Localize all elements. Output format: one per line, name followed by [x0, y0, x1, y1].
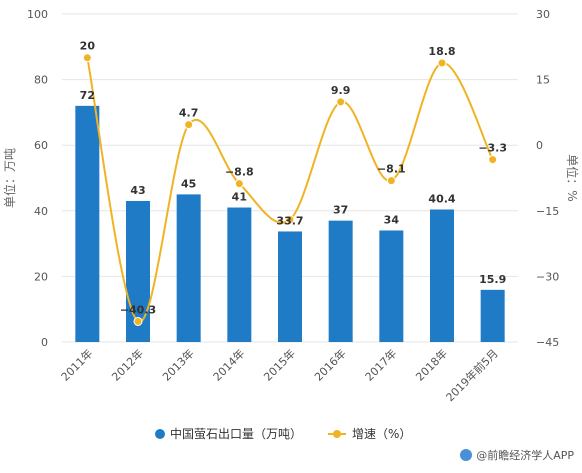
bar — [227, 207, 252, 342]
y-tick-label: 60 — [34, 139, 48, 152]
growth-point — [184, 120, 194, 130]
line-value-label: 20 — [80, 40, 96, 53]
legend-line-label: 增速（%） — [352, 427, 411, 441]
x-tick-label: 2011年 — [58, 346, 95, 383]
y2-tick-label: −15 — [536, 205, 559, 218]
line-value-label: −8.8 — [225, 166, 254, 179]
bar-value-label: 15.9 — [479, 273, 506, 286]
growth-point — [133, 316, 143, 326]
line-value-label: −8.1 — [377, 163, 406, 176]
y-tick-label: 20 — [34, 270, 48, 283]
bar-value-label: 45 — [181, 177, 196, 190]
y-tick-label: 0 — [41, 336, 48, 349]
growth-point — [234, 179, 244, 189]
growth-point — [285, 215, 295, 225]
bar — [176, 194, 201, 342]
y2-tick-label: −30 — [536, 270, 559, 283]
x-tick-label: 2016年 — [311, 346, 348, 383]
bar — [480, 289, 505, 342]
brand-logo-icon — [460, 449, 473, 461]
bar — [278, 231, 302, 342]
growth-point — [82, 53, 92, 63]
bar-value-label: 72 — [80, 89, 95, 102]
legend-bar-marker — [155, 429, 165, 439]
bar — [379, 230, 404, 342]
line-value-label: 9.9 — [331, 84, 351, 97]
y-tick-label: 80 — [34, 74, 48, 87]
legend-bar-label: 中国萤石出口量（万吨） — [170, 426, 302, 441]
growth-point — [488, 155, 498, 165]
y2-tick-label: 15 — [536, 74, 550, 87]
x-tick-label: 2017年 — [362, 346, 399, 383]
x-tick-label: 2019年前5月 — [443, 346, 501, 404]
line-value-label: 4.7 — [179, 107, 199, 120]
source-text: @前瞻经济学人APP — [476, 449, 574, 462]
bar-value-label: 33.7 — [276, 214, 303, 227]
bar-value-label: 37 — [333, 204, 348, 217]
bar-value-label: 34 — [384, 213, 400, 226]
bar — [430, 209, 454, 342]
bar — [328, 220, 353, 342]
growth-point — [437, 58, 447, 68]
source-watermark: @前瞻经济学人APP — [460, 447, 574, 463]
line-value-label: −40.3 — [120, 303, 156, 316]
bar-value-label: 40.4 — [428, 192, 455, 205]
x-tick-label: 2012年 — [109, 346, 146, 383]
growth-point — [386, 176, 396, 186]
y2-tick-label: −45 — [536, 336, 559, 349]
line-value-label: −3.3 — [478, 142, 507, 155]
growth-point — [336, 97, 346, 107]
bar — [75, 105, 100, 342]
bar-value-label: 41 — [232, 191, 247, 204]
y-axis-label: 单位：万吨 — [2, 148, 17, 208]
x-tick-label: 2018年 — [413, 346, 450, 383]
line-value-label: 18.8 — [428, 45, 455, 58]
x-tick-label: 2014年 — [210, 346, 247, 383]
legend-line-dot — [333, 430, 341, 438]
x-tick-label: 2015年 — [261, 346, 298, 383]
x-tick-label: 2013年 — [159, 346, 196, 383]
y2-tick-label: 30 — [536, 8, 550, 21]
y2-axis-label: 单位：% — [565, 154, 580, 201]
y2-tick-label: 0 — [536, 139, 543, 152]
bar-value-label: 43 — [130, 184, 145, 197]
y-tick-label: 100 — [27, 8, 48, 21]
y-tick-label: 40 — [34, 205, 48, 218]
